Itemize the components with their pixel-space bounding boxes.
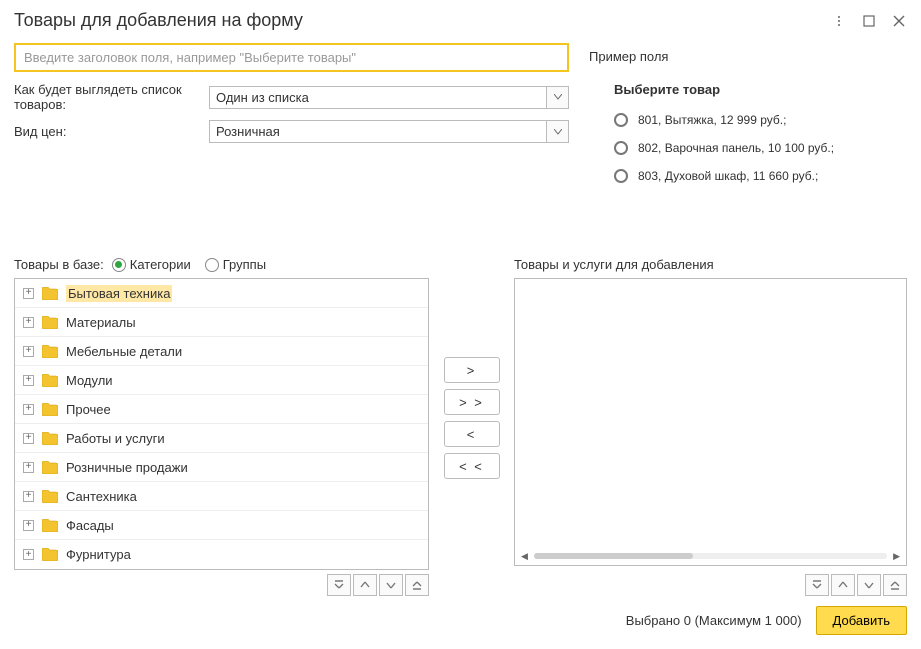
tree-label: Материалы [66,315,136,330]
chevron-down-icon[interactable] [546,121,568,142]
expand-icon[interactable]: + [23,491,34,502]
tree-row[interactable]: + Мебельные детали [15,337,428,366]
tree-row[interactable]: + Розничные продажи [15,453,428,482]
db-panel-title: Товары в базе: [14,257,104,272]
list-view-value: Один из списка [210,87,546,108]
sample-item: 802, Варочная панель, 10 100 руб.; [614,141,907,155]
expand-icon[interactable]: + [23,520,34,531]
menu-icon[interactable] [831,13,847,29]
chevron-down-icon[interactable] [546,87,568,108]
scroll-right-icon[interactable]: ▶ [893,551,900,562]
tree-label: Работы и услуги [66,431,165,446]
tree-row[interactable]: + Сантехника [15,482,428,511]
radio-icon [614,169,628,183]
sample-item: 801, Вытяжка, 12 999 руб.; [614,113,907,127]
add-move-up-button[interactable] [831,574,855,596]
sample-title: Пример поля [589,49,907,64]
tree-label: Прочее [66,402,111,417]
list-view-label: Как будет выглядеть список товаров: [14,82,209,112]
radio-categories[interactable] [112,258,126,272]
expand-icon[interactable]: + [23,317,34,328]
tree-row[interactable]: + Работы и услуги [15,424,428,453]
radio-icon [614,113,628,127]
move-bottom-button[interactable] [405,574,429,596]
add-panel-title: Товары и услуги для добавления [514,257,714,272]
expand-icon[interactable]: + [23,433,34,444]
add-button[interactable]: Добавить [816,606,907,635]
tree-label: Фурнитура [66,547,131,562]
sample-item-label: 801, Вытяжка, 12 999 руб.; [638,113,786,127]
sample-item-label: 803, Духовой шкаф, 11 660 руб.; [638,169,818,183]
price-type-value: Розничная [210,121,546,142]
tree-row[interactable]: + Модули [15,366,428,395]
expand-icon[interactable]: + [23,462,34,473]
selection-count: Выбрано 0 (Максимум 1 000) [626,613,802,628]
close-icon[interactable] [891,13,907,29]
expand-icon[interactable]: + [23,404,34,415]
tree-row[interactable]: + Бытовая техника [15,279,428,308]
add-move-top-button[interactable] [805,574,829,596]
tree-row[interactable]: + Прочее [15,395,428,424]
expand-icon[interactable]: + [23,346,34,357]
expand-icon[interactable]: + [23,375,34,386]
move-up-button[interactable] [353,574,377,596]
sample-subtitle: Выберите товар [614,82,907,97]
move-right-button[interactable]: > [444,357,500,383]
tree-row[interactable]: + Фурнитура [15,540,428,569]
add-list[interactable]: ◀ ▶ [514,278,907,566]
price-type-label: Вид цен: [14,124,209,139]
move-left-button[interactable]: < [444,421,500,447]
tree-row[interactable]: + Материалы [15,308,428,337]
move-down-button[interactable] [379,574,403,596]
window-title: Товары для добавления на форму [14,10,831,31]
move-all-left-button[interactable]: < < [444,453,500,479]
radio-groups-label: Группы [223,257,266,272]
price-type-combo[interactable]: Розничная [209,120,569,143]
horizontal-scrollbar[interactable]: ◀ ▶ [521,551,900,561]
tree-label: Фасады [66,518,114,533]
tree-row[interactable]: + Фасады [15,511,428,540]
tree-label: Модули [66,373,113,388]
expand-icon[interactable]: + [23,549,34,560]
scroll-left-icon[interactable]: ◀ [521,551,528,562]
radio-groups[interactable] [205,258,219,272]
tree-list[interactable]: + Бытовая техника + Материалы + Мебельные дет… [14,278,429,570]
maximize-icon[interactable] [861,13,877,29]
sample-item-label: 802, Варочная панель, 10 100 руб.; [638,141,834,155]
expand-icon[interactable]: + [23,288,34,299]
add-move-bottom-button[interactable] [883,574,907,596]
move-all-right-button[interactable]: > > [444,389,500,415]
add-move-down-button[interactable] [857,574,881,596]
header-input[interactable] [14,43,569,72]
tree-label: Сантехника [66,489,137,504]
list-view-combo[interactable]: Один из списка [209,86,569,109]
tree-label: Мебельные детали [66,344,182,359]
radio-categories-label: Категории [130,257,191,272]
radio-icon [614,141,628,155]
tree-label: Розничные продажи [66,460,188,475]
move-top-button[interactable] [327,574,351,596]
tree-label: Бытовая техника [66,285,172,302]
sample-item: 803, Духовой шкаф, 11 660 руб.; [614,169,907,183]
